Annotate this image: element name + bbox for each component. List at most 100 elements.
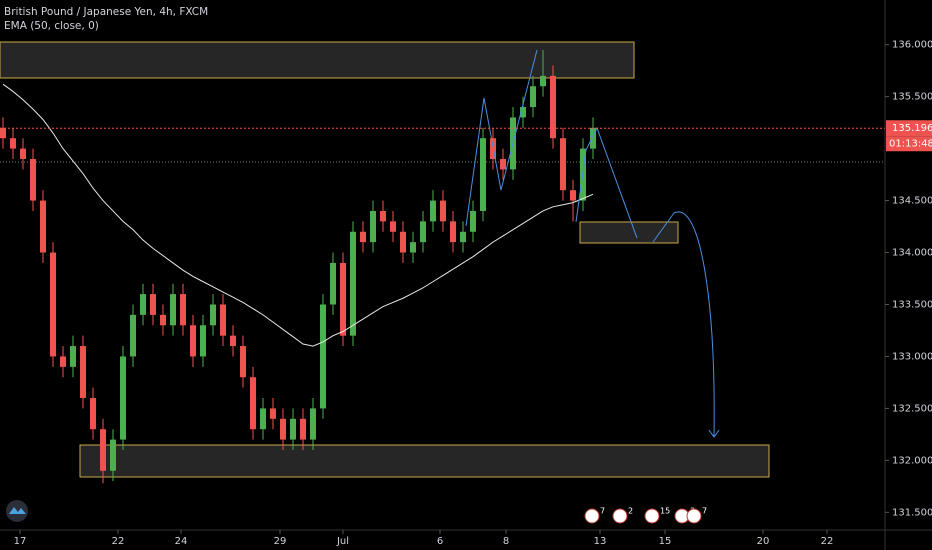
candle-body: [250, 377, 256, 430]
candle-body: [330, 262, 336, 305]
candle-body: [220, 304, 226, 336]
candle-body: [480, 138, 486, 211]
event-icon: [584, 508, 600, 524]
x-tick-label: 15: [659, 536, 672, 547]
candle-body: [60, 356, 66, 367]
candle-body: [450, 221, 456, 243]
candle-body: [120, 356, 126, 440]
projection: [465, 49, 720, 438]
chart-title: British Pound / Japanese Yen, 4h, FXCM: [4, 6, 208, 18]
indicator-label: EMA (50, close, 0): [4, 20, 99, 32]
candle-body: [310, 408, 316, 440]
event-icon: [612, 508, 628, 524]
candle-body: [40, 200, 46, 253]
candle-body: [190, 325, 196, 357]
x-tick-label: 22: [821, 536, 834, 547]
candle-body: [210, 304, 216, 326]
last-price-label: 135.196: [892, 123, 932, 134]
candle-body: [400, 231, 406, 253]
candle-body: [30, 159, 36, 201]
y-tick-label: 132.000: [892, 455, 932, 466]
candle-body: [170, 294, 176, 326]
candle-body: [470, 210, 476, 232]
candle-body: [440, 200, 446, 222]
countdown-badge: [886, 136, 932, 152]
candle-body: [160, 314, 166, 326]
candle-body: [260, 408, 266, 430]
candle-body: [540, 75, 546, 87]
candle-body: [270, 408, 276, 419]
candle-body: [570, 190, 576, 201]
arrow-head: [708, 429, 720, 438]
x-tick-label: 20: [757, 536, 770, 547]
candle-body: [390, 221, 396, 232]
candle-body: [180, 294, 186, 326]
y-tick-label: 133.500: [892, 299, 932, 310]
event-count: 2: [628, 507, 633, 516]
candle-body: [560, 138, 566, 191]
x-tick-label: 8: [503, 536, 509, 547]
candle-body: [70, 346, 76, 367]
candle-body: [290, 418, 296, 440]
projection-curve: [652, 211, 715, 437]
y-tick-label: 136.000: [892, 40, 932, 51]
candle-body: [0, 127, 6, 139]
candle-body: [140, 294, 146, 315]
candle-body: [530, 86, 536, 108]
candle-body: [320, 304, 326, 409]
y-tick-label: 132.500: [892, 403, 932, 414]
x-tick-label: 6: [437, 536, 443, 547]
candle-body: [370, 210, 376, 243]
candle-body: [410, 242, 416, 253]
ema-line: [2, 83, 594, 347]
candle-body: [240, 346, 246, 378]
candle-body: [80, 346, 86, 399]
candle-body: [10, 138, 16, 149]
candle-body: [430, 200, 436, 222]
x-tick-label: Jul: [336, 536, 349, 547]
candle-body: [300, 418, 306, 440]
candle-body: [500, 159, 506, 170]
y-tick-label: 135.500: [892, 92, 932, 103]
y-tick-label: 134.500: [892, 196, 932, 207]
logo-mark: [9, 507, 26, 514]
candle-body: [460, 231, 466, 243]
event-icon: [686, 508, 702, 524]
support-zone: [79, 444, 770, 478]
resistance-zone: [0, 41, 635, 79]
y-tick-label: 131.500: [892, 507, 932, 518]
last-price-badge: [886, 120, 932, 137]
candle-body: [280, 418, 286, 440]
zigzag: [465, 49, 538, 227]
x-tick-label: 24: [175, 536, 188, 547]
candle-body: [50, 252, 56, 357]
y-tick-label: 133.000: [892, 351, 932, 362]
countdown-label: 01:13:48: [889, 139, 932, 150]
candle-body: [380, 210, 386, 222]
event-count: 15: [660, 507, 670, 516]
events: 721537: [584, 507, 707, 524]
candle-body: [360, 231, 366, 243]
candle-body: [520, 107, 526, 118]
x-tick-label: 17: [14, 536, 27, 547]
candle-body: [420, 221, 426, 243]
candle-body: [200, 325, 206, 357]
candle-body: [20, 148, 26, 159]
candle-body: [150, 294, 156, 315]
candle-body: [230, 335, 236, 347]
x-tick-label: 22: [112, 536, 125, 547]
event-count: 7: [702, 507, 707, 516]
x-tick-label: 13: [594, 536, 607, 547]
projection-down: [575, 126, 638, 239]
event-icon: [644, 508, 660, 524]
y-tick-label: 134.000: [892, 248, 932, 259]
plot: [0, 49, 596, 484]
candle-body: [130, 314, 136, 357]
candle-body: [590, 127, 596, 149]
target-zone: [579, 221, 679, 244]
x-tick-label: 29: [274, 536, 287, 547]
candle-body: [350, 231, 356, 336]
candle-body: [110, 439, 116, 471]
